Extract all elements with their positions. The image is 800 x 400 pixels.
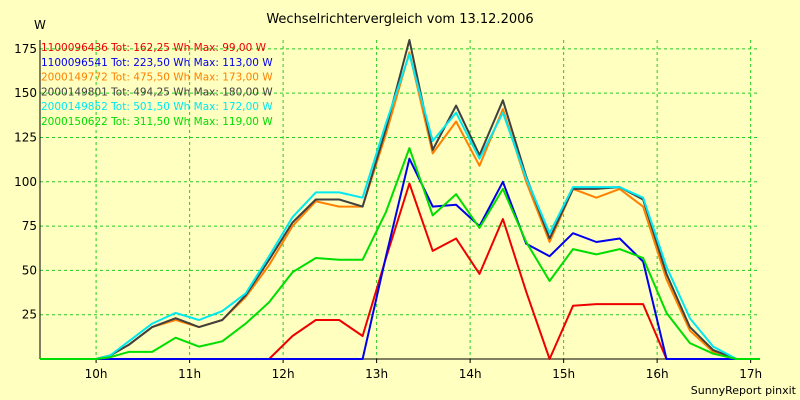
y-tick-label: 100 [14,175,37,189]
y-tick-label: 175 [14,42,37,56]
y-tick-label: 75 [22,219,37,233]
legend-entry-1: 1100096436 Tot: 162,25 Wh Max: 99,00 W [41,42,267,54]
legend-entry-6: 2000150622 Tot: 311,50 Wh Max: 119,00 W [41,116,273,128]
x-tick-label: 11h [178,367,201,381]
legend-entry-2: 1100096541 Tot: 223,50 Wh Max: 113,00 W [41,57,273,69]
legend-entry-5: 2000149852 Tot: 501,50 Wh Max: 172,00 W [41,101,273,113]
y-tick-label: 50 [22,263,37,277]
y-tick-label: 150 [14,86,37,100]
x-tick-label: 12h [272,367,295,381]
x-tick-label: 10h [85,367,108,381]
series-line-5 [40,53,760,360]
legend-entry-4: 2000149801 Tot: 494,25 Wh Max: 180,00 W [41,86,273,98]
y-tick-label: 25 [22,308,37,322]
series-line-6 [40,147,760,360]
x-tick-label: 14h [459,367,482,381]
chart-title: Wechselrichtervergleich vom 13.12.2006 [266,12,533,27]
y-axis-unit-label: W [34,18,46,32]
series-line-2 [40,157,760,360]
legend-entry-3: 2000149772 Tot: 475,50 Wh Max: 173,00 W [41,72,273,84]
series-line-3 [40,51,760,360]
series-line-1 [40,182,760,360]
x-tick-label: 15h [552,367,575,381]
x-tick-label: 13h [365,367,388,381]
x-tick-label: 17h [739,367,762,381]
x-tick-label: 16h [646,367,669,381]
footer-credit: SunnyReport pinxit [691,384,797,397]
y-tick-label: 125 [14,130,37,144]
